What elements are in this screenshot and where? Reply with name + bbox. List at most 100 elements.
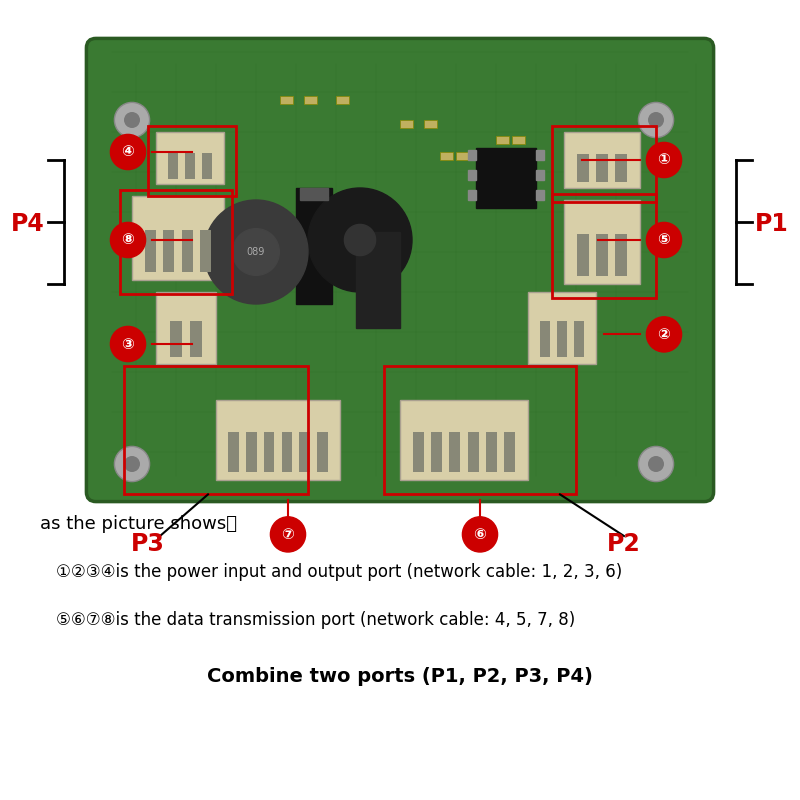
Circle shape	[638, 446, 674, 482]
Bar	[299, 432, 310, 472]
Bar	[202, 153, 212, 179]
Text: Combine two ports (P1, P2, P3, P4): Combine two ports (P1, P2, P3, P4)	[207, 666, 593, 686]
Circle shape	[462, 517, 498, 552]
Text: ⑦: ⑦	[282, 527, 294, 542]
Circle shape	[124, 456, 140, 472]
Bar	[486, 432, 497, 472]
Circle shape	[114, 446, 150, 482]
Bar	[578, 234, 589, 275]
Bar	[552, 126, 656, 202]
Bar	[472, 152, 485, 160]
Bar	[615, 234, 626, 275]
Bar	[124, 366, 308, 494]
Bar	[574, 321, 584, 357]
Bar	[564, 132, 640, 188]
Bar	[229, 432, 239, 472]
Circle shape	[110, 222, 146, 258]
Bar	[163, 230, 174, 272]
Text: ⑤: ⑤	[658, 233, 670, 247]
Bar	[596, 234, 608, 275]
Bar	[282, 432, 292, 472]
FancyBboxPatch shape	[86, 38, 714, 502]
Bar	[182, 230, 193, 272]
Circle shape	[638, 102, 674, 138]
Bar	[536, 150, 544, 160]
Bar	[168, 153, 178, 179]
Bar	[170, 321, 182, 357]
Text: P3: P3	[131, 532, 165, 556]
Text: ①②③④is the power input and output port (network cable: 1, 2, 3, 6): ①②③④is the power input and output port (…	[56, 563, 622, 581]
Bar	[336, 96, 349, 104]
Text: ⑧: ⑧	[122, 233, 134, 247]
Circle shape	[646, 222, 682, 258]
Bar	[264, 432, 274, 472]
Bar	[300, 188, 328, 200]
Circle shape	[648, 456, 664, 472]
Bar	[468, 190, 476, 200]
Circle shape	[114, 102, 150, 138]
Bar	[304, 96, 317, 104]
Bar	[246, 432, 257, 472]
Text: P1: P1	[755, 212, 789, 236]
Bar	[552, 194, 656, 298]
Bar	[476, 148, 536, 208]
Bar	[536, 190, 544, 200]
Bar	[504, 432, 515, 472]
Bar	[468, 432, 478, 472]
Bar	[496, 136, 509, 144]
Text: ④: ④	[122, 145, 134, 159]
Bar	[536, 170, 544, 180]
Bar	[528, 292, 596, 364]
Text: P2: P2	[607, 532, 641, 556]
Bar	[280, 96, 293, 104]
Bar	[400, 120, 413, 128]
Bar	[156, 292, 216, 364]
Bar	[156, 132, 224, 184]
Text: 089: 089	[247, 247, 265, 257]
Text: ①: ①	[658, 153, 670, 167]
Text: ③: ③	[122, 337, 134, 351]
Text: as the picture shows：: as the picture shows：	[40, 515, 237, 533]
Bar	[456, 152, 469, 160]
Bar	[578, 154, 589, 182]
Circle shape	[233, 229, 279, 275]
Bar	[400, 400, 528, 480]
Bar	[431, 432, 442, 472]
Bar	[200, 230, 211, 272]
Bar	[120, 190, 232, 294]
Bar	[512, 136, 525, 144]
Circle shape	[646, 317, 682, 352]
Circle shape	[646, 142, 682, 178]
Bar	[468, 170, 476, 180]
Bar	[148, 126, 236, 196]
Text: ②: ②	[658, 327, 670, 342]
Bar	[440, 152, 453, 160]
Bar	[190, 321, 202, 357]
Bar	[450, 432, 460, 472]
Bar	[384, 366, 576, 494]
Circle shape	[308, 188, 412, 292]
Circle shape	[204, 200, 308, 304]
Bar	[132, 196, 224, 280]
Text: ⑥: ⑥	[474, 527, 486, 542]
Bar	[596, 154, 608, 182]
Circle shape	[124, 112, 140, 128]
Bar	[185, 153, 195, 179]
Bar	[564, 200, 640, 284]
Text: ⑤⑥⑦⑧is the data transmission port (network cable: 4, 5, 7, 8): ⑤⑥⑦⑧is the data transmission port (netwo…	[56, 611, 575, 629]
Bar	[356, 232, 400, 328]
Circle shape	[270, 517, 306, 552]
Text: P4: P4	[11, 212, 45, 236]
Bar	[557, 321, 567, 357]
Circle shape	[344, 224, 376, 256]
Bar	[424, 120, 437, 128]
Circle shape	[110, 326, 146, 362]
Bar	[317, 432, 328, 472]
Bar	[296, 188, 332, 304]
Bar	[540, 321, 550, 357]
Bar	[413, 432, 424, 472]
Bar	[145, 230, 156, 272]
Circle shape	[110, 134, 146, 170]
Circle shape	[648, 112, 664, 128]
Bar	[468, 150, 476, 160]
